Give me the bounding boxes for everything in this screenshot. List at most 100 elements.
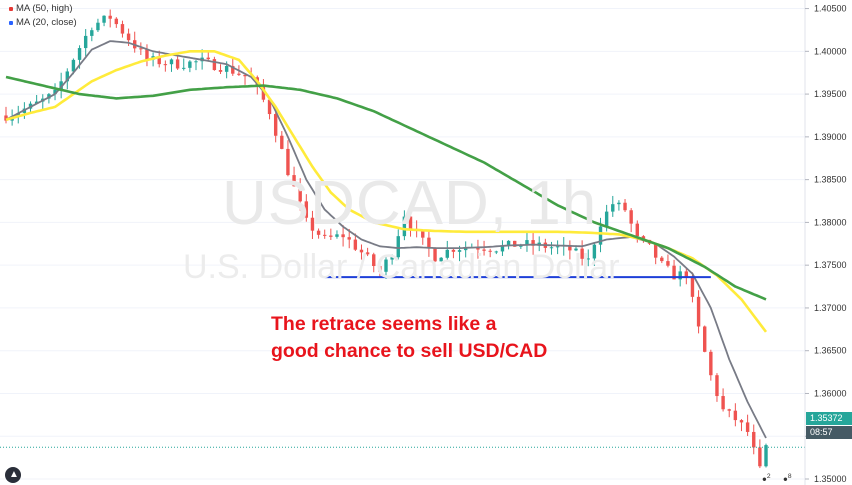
candle[interactable] bbox=[427, 230, 431, 257]
candle[interactable] bbox=[445, 240, 449, 260]
candle[interactable] bbox=[145, 44, 149, 67]
candle[interactable] bbox=[365, 247, 370, 257]
candle[interactable] bbox=[703, 325, 707, 353]
candle[interactable] bbox=[739, 419, 744, 432]
candle[interactable] bbox=[568, 240, 572, 260]
candle[interactable] bbox=[463, 241, 468, 258]
candle[interactable] bbox=[696, 290, 701, 334]
candle[interactable] bbox=[212, 56, 217, 71]
candle[interactable] bbox=[102, 15, 106, 27]
candle[interactable] bbox=[188, 60, 192, 73]
candle[interactable] bbox=[384, 256, 388, 279]
candle-body bbox=[758, 447, 762, 467]
candle[interactable] bbox=[629, 208, 633, 233]
candle[interactable] bbox=[316, 228, 321, 239]
candle[interactable] bbox=[586, 249, 590, 267]
candle[interactable] bbox=[488, 248, 492, 258]
candle-body bbox=[188, 61, 192, 68]
candle[interactable] bbox=[53, 83, 57, 101]
candle[interactable] bbox=[90, 27, 94, 42]
candle[interactable] bbox=[617, 200, 621, 211]
candle[interactable] bbox=[41, 94, 45, 111]
candle[interactable] bbox=[396, 229, 400, 260]
candle[interactable] bbox=[139, 42, 143, 55]
candle[interactable] bbox=[758, 439, 762, 469]
legend-item-ma50[interactable]: MA (50, high) bbox=[9, 2, 77, 16]
candle[interactable] bbox=[752, 424, 756, 455]
candle[interactable] bbox=[733, 403, 738, 427]
candle[interactable] bbox=[555, 240, 560, 255]
candle[interactable] bbox=[16, 105, 20, 124]
candle[interactable] bbox=[157, 50, 161, 68]
candle[interactable] bbox=[353, 233, 358, 251]
candle[interactable] bbox=[390, 254, 394, 265]
candle[interactable] bbox=[329, 228, 333, 240]
candle[interactable] bbox=[745, 414, 750, 436]
candle[interactable] bbox=[108, 9, 112, 28]
candle[interactable] bbox=[267, 97, 272, 120]
candle[interactable] bbox=[96, 18, 100, 33]
candle[interactable] bbox=[592, 242, 597, 266]
candle[interactable] bbox=[678, 265, 682, 287]
candle[interactable] bbox=[709, 349, 713, 381]
candle[interactable] bbox=[310, 210, 315, 239]
candle[interactable] bbox=[476, 239, 480, 259]
candle[interactable] bbox=[402, 210, 407, 241]
candle[interactable] bbox=[34, 95, 39, 105]
candle[interactable] bbox=[163, 60, 168, 72]
candle[interactable] bbox=[531, 232, 535, 255]
candle[interactable] bbox=[292, 166, 296, 187]
candle[interactable] bbox=[280, 131, 284, 150]
candle[interactable] bbox=[359, 244, 364, 260]
candle[interactable] bbox=[623, 199, 627, 213]
candle[interactable] bbox=[243, 74, 247, 85]
candle[interactable] bbox=[433, 247, 437, 263]
candle[interactable] bbox=[549, 241, 554, 255]
legend-item-ma20[interactable]: MA (20, close) bbox=[9, 16, 77, 30]
candle[interactable] bbox=[4, 106, 8, 124]
tradingview-logo-icon[interactable]: ▲ bbox=[5, 467, 21, 483]
candle[interactable] bbox=[525, 232, 529, 252]
candle[interactable] bbox=[59, 72, 63, 99]
ma-green-line[interactable] bbox=[5, 75, 767, 301]
candle[interactable] bbox=[715, 373, 719, 402]
candle[interactable] bbox=[421, 230, 425, 245]
candle[interactable] bbox=[408, 209, 413, 237]
candle[interactable] bbox=[182, 58, 186, 71]
watermark-description: U.S. Dollar / Canadian Dollar bbox=[183, 248, 620, 286]
candle[interactable] bbox=[451, 247, 456, 259]
candle[interactable] bbox=[120, 20, 125, 38]
candle[interactable] bbox=[500, 240, 505, 256]
candle[interactable] bbox=[218, 64, 223, 75]
candle[interactable] bbox=[347, 228, 351, 249]
candle[interactable] bbox=[286, 140, 290, 177]
candle[interactable] bbox=[494, 250, 499, 255]
candle[interactable] bbox=[194, 59, 198, 71]
notification-badge-b[interactable]: ●8 bbox=[783, 473, 792, 484]
price-grid bbox=[0, 8, 805, 480]
candle[interactable] bbox=[298, 178, 302, 211]
candle[interactable] bbox=[335, 230, 339, 239]
candle[interactable] bbox=[611, 195, 615, 217]
notification-badge-a[interactable]: ●2 bbox=[762, 473, 771, 484]
ma-gray-line[interactable] bbox=[5, 40, 767, 439]
candle[interactable] bbox=[653, 243, 658, 265]
candle[interactable] bbox=[372, 252, 376, 273]
candle[interactable] bbox=[341, 225, 345, 247]
candle[interactable] bbox=[175, 55, 180, 70]
candle[interactable] bbox=[83, 29, 88, 57]
candle[interactable] bbox=[666, 254, 670, 268]
candle[interactable] bbox=[323, 229, 327, 239]
candle[interactable] bbox=[133, 31, 137, 53]
candle[interactable] bbox=[169, 58, 174, 72]
candle[interactable] bbox=[304, 194, 309, 222]
candle[interactable] bbox=[482, 240, 486, 256]
candle[interactable] bbox=[580, 240, 584, 266]
candle[interactable] bbox=[727, 408, 731, 418]
candle[interactable] bbox=[114, 17, 119, 28]
candle[interactable] bbox=[660, 256, 664, 264]
candle[interactable] bbox=[378, 260, 382, 277]
candle[interactable] bbox=[721, 388, 725, 412]
candle[interactable] bbox=[439, 256, 443, 262]
